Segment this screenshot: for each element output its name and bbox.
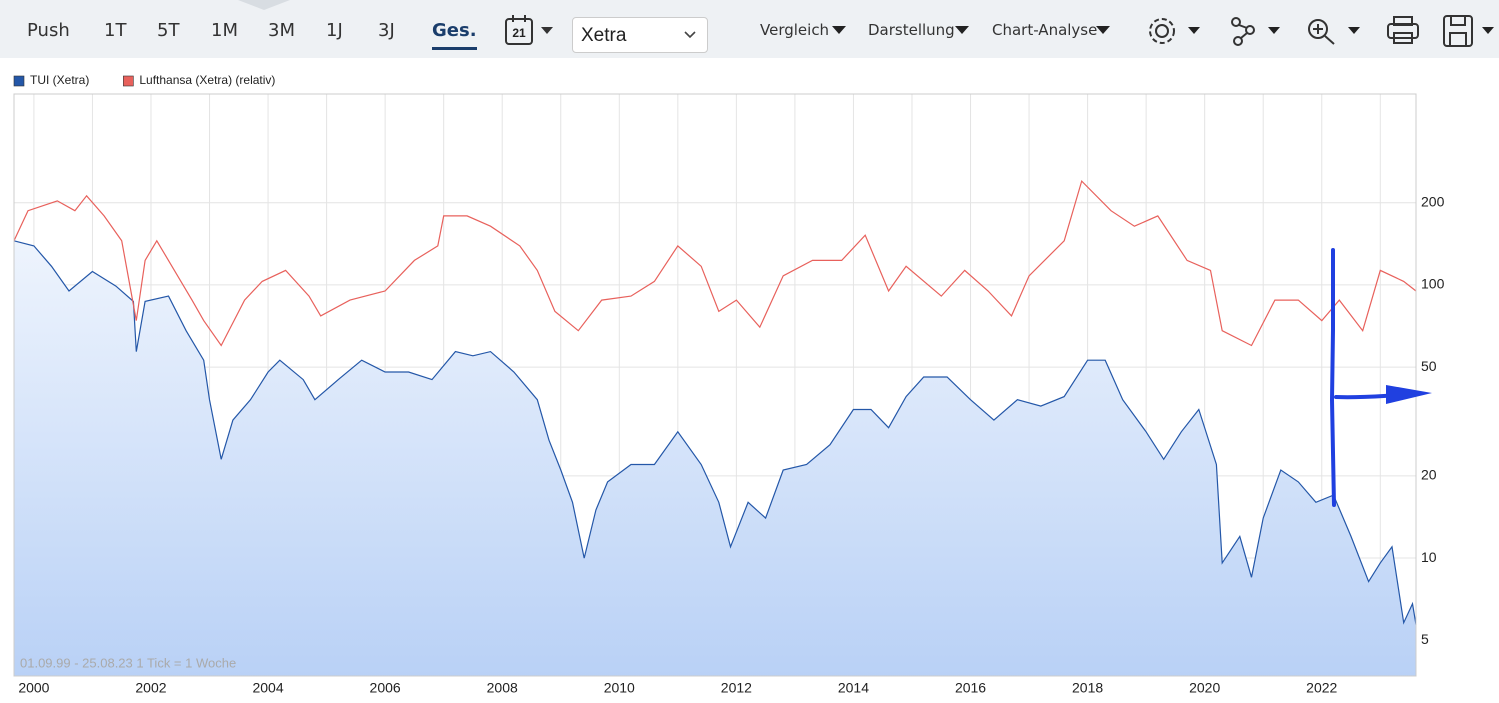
range-button[interactable]: 1M <box>211 20 238 41</box>
x-tick-label: 2000 <box>18 680 49 696</box>
x-tick-label: 2006 <box>370 680 401 696</box>
range-button[interactable]: Ges. <box>432 20 477 50</box>
annotation-arrowhead <box>1386 385 1432 404</box>
icons <box>1149 15 1473 47</box>
annotation <box>1329 248 1432 507</box>
footnote: 01.09.99 - 25.08.23 1 Tick = 1 Woche <box>20 655 236 670</box>
y-tick-label: 5 <box>1421 631 1429 647</box>
range-pointer <box>238 0 290 10</box>
exchange-label: Xetra <box>581 25 627 46</box>
calendar-day: 21 <box>512 26 526 40</box>
select-chevron <box>684 31 696 39</box>
x-tick-label: 2022 <box>1306 680 1337 696</box>
x-tick-label: 2002 <box>135 680 166 696</box>
x-tick-label: 2008 <box>487 680 518 696</box>
y-tick-label: 100 <box>1421 276 1445 292</box>
y-tick-label: 20 <box>1421 467 1437 483</box>
x-tick-label: 2004 <box>252 680 283 696</box>
dropdown-caret <box>541 27 553 34</box>
x-tick-label: 2012 <box>721 680 752 696</box>
x-tick-label: 2014 <box>838 680 869 696</box>
range-button[interactable]: 1J <box>326 20 343 41</box>
toolbar: Push 1T 5T 1M 3M 1J 3J Ges. 21 Xetra Ver… <box>0 0 1499 58</box>
x-tick-label: 2020 <box>1189 680 1220 696</box>
menu[interactable]: Darstellung <box>868 21 955 39</box>
exchange-select[interactable]: Xetra <box>572 17 708 53</box>
x-tick-label: 2010 <box>604 680 635 696</box>
y-tick-label: 50 <box>1421 358 1437 374</box>
area-fill <box>14 240 1416 677</box>
menu[interactable]: Chart-Analyse <box>992 21 1098 39</box>
y-tick-label: 10 <box>1421 549 1437 565</box>
legend-label: Lufthansa (Xetra) (relativ) <box>139 73 275 87</box>
calendar-icon <box>505 18 533 45</box>
x-tick-label: 2018 <box>1072 680 1103 696</box>
calendar-button[interactable]: 21 <box>503 14 561 48</box>
legend-swatch <box>123 75 134 87</box>
range-button[interactable]: 1T <box>104 20 127 41</box>
x-tick-label: 2016 <box>955 680 986 696</box>
plot-frame <box>13 93 1417 677</box>
legend-label: TUI (Xetra) <box>30 73 89 87</box>
y-tick-label: 200 <box>1421 193 1445 209</box>
menu[interactable]: Vergleich <box>760 21 830 39</box>
legend-swatch <box>13 75 25 87</box>
series-line <box>13 240 1417 625</box>
range-button[interactable]: 5T <box>157 20 180 41</box>
chart: 01.09.99 - 25.08.23 1 Tick = 1 Woche TUI… <box>13 73 1445 696</box>
range-button[interactable]: Push <box>27 20 70 41</box>
range-button[interactable]: 3J <box>378 20 395 41</box>
annotation-line <box>1329 248 1336 507</box>
range-button[interactable]: 3M <box>268 20 295 41</box>
series-line <box>13 179 1417 347</box>
